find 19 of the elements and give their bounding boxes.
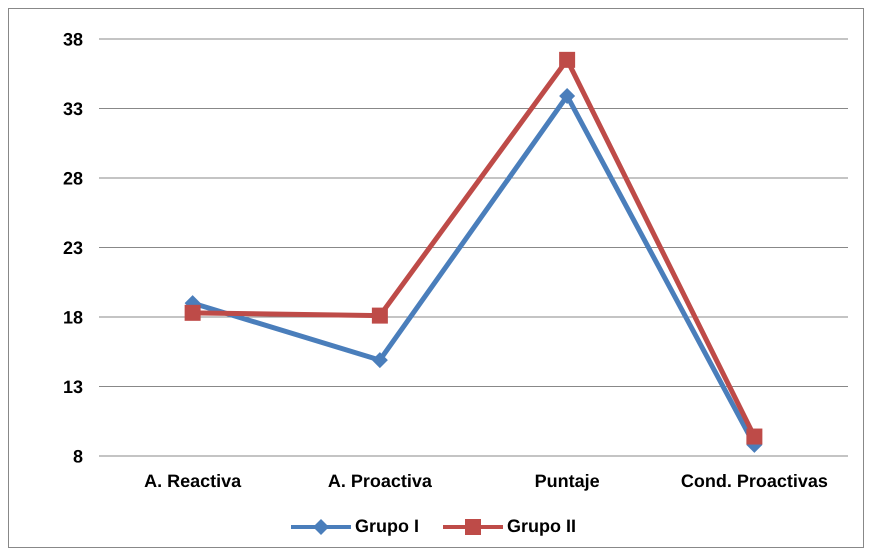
y-tick-label: 23	[62, 238, 83, 258]
x-tick-label: A. Reactiva	[144, 470, 242, 491]
y-tick-label: 33	[62, 98, 83, 119]
point	[372, 308, 388, 324]
point	[372, 352, 388, 368]
legend-label: Grupo I	[355, 516, 419, 537]
y-tick-label: 28	[62, 168, 83, 188]
y-tick-label: 18	[62, 307, 83, 328]
y-tick-label: 13	[62, 376, 83, 397]
x-tick-label: Cond. Proactivas	[680, 470, 828, 491]
y-tick-label: 8	[72, 446, 83, 466]
point	[559, 52, 576, 68]
point	[746, 428, 762, 445]
legend-label: Grupo II	[507, 516, 576, 537]
point	[559, 88, 576, 104]
y-tick-label: 38	[62, 29, 83, 50]
point	[184, 304, 201, 321]
x-tick-label: A. Proactiva	[328, 470, 433, 491]
x-tick-label: Puntaje	[534, 470, 600, 491]
